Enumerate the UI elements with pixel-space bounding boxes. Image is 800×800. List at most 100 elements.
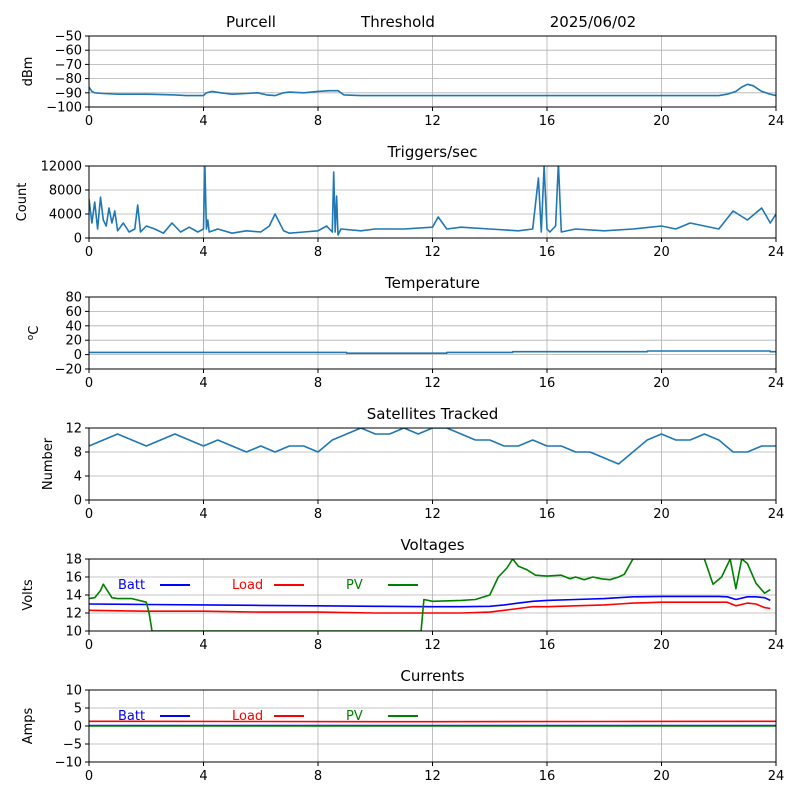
chart-title: Currents (400, 667, 464, 685)
y-tick-label: 12000 (41, 160, 82, 175)
legend-label-pv: PV (346, 709, 363, 724)
x-tick-label: 20 (653, 114, 670, 129)
x-tick-label: 4 (199, 245, 207, 260)
y-tick-label: 10 (65, 625, 82, 640)
x-tick-label: 8 (314, 114, 322, 129)
chart-title: Voltages (400, 536, 464, 554)
x-tick-label: 12 (424, 245, 441, 260)
y-tick-label: −60 (55, 44, 82, 59)
x-tick-label: 12 (424, 638, 441, 653)
series-line-0 (89, 350, 776, 355)
x-tick-label: 8 (314, 376, 322, 391)
x-tick-label: 16 (539, 245, 556, 260)
x-tick-label: 4 (199, 376, 207, 391)
legend-label-load: Load (232, 709, 263, 724)
chart-currents: 0 4 8 12 16 20 24 −10 −5 0 5 10 Currents Amps Batt Load… (21, 667, 784, 784)
x-tick-label: 0 (85, 507, 93, 522)
y-axis-label-degree: o (26, 334, 36, 340)
x-tick-label: 16 (539, 507, 556, 522)
x-tick-label: 4 (199, 507, 207, 522)
y-tick-label: 40 (65, 319, 82, 334)
y-tick-label: −70 (55, 58, 82, 73)
y-tick-label: 8 (74, 446, 82, 461)
y-tick-label: 16 (65, 571, 82, 586)
series-line-load (89, 601, 771, 614)
y-tick-label: 20 (65, 334, 82, 349)
x-tick-label: 16 (539, 114, 556, 129)
x-tick-label: 24 (768, 245, 785, 260)
y-axis-label: dBm (21, 57, 36, 87)
y-tick-label: −5 (63, 738, 82, 753)
x-tick-label: 0 (85, 376, 93, 391)
y-axis-label-unit: C (27, 326, 42, 335)
chart-voltages: 0 4 8 12 16 20 24 10 12 14 16 18 Voltages Volts Batt Lo… (21, 536, 784, 653)
x-tick-label: 24 (768, 507, 785, 522)
y-tick-label: 10 (65, 684, 82, 699)
y-tick-label: 12 (65, 422, 82, 437)
x-tick-label: 12 (424, 114, 441, 129)
y-tick-label: −100 (46, 101, 82, 116)
x-tick-label: 16 (539, 769, 556, 784)
y-axis-label: Volts (21, 579, 36, 611)
x-tick-label: 24 (768, 376, 785, 391)
x-tick-label: 8 (314, 507, 322, 522)
y-tick-label: 14 (65, 589, 82, 604)
y-tick-label: 0 (74, 720, 82, 735)
y-tick-label: 80 (65, 291, 82, 306)
y-tick-label: −10 (55, 756, 82, 771)
x-tick-label: 20 (653, 507, 670, 522)
x-tick-label: 0 (85, 245, 93, 260)
y-tick-label: 60 (65, 305, 82, 320)
x-tick-label: 16 (539, 376, 556, 391)
y-tick-label: 0 (74, 494, 82, 509)
y-axis-label: oC (26, 326, 42, 341)
header-mode: Threshold (360, 13, 435, 31)
legend-label-batt: Batt (118, 578, 145, 593)
x-tick-label: 20 (653, 638, 670, 653)
x-tick-label: 12 (424, 376, 441, 391)
y-tick-label: 12 (65, 607, 82, 622)
y-tick-label: 0 (74, 348, 82, 363)
y-axis-label: Amps (21, 707, 36, 744)
legend-label-pv: PV (346, 578, 363, 593)
x-tick-label: 8 (314, 769, 322, 784)
chart-title: Temperature (384, 274, 480, 292)
x-tick-label: 16 (539, 638, 556, 653)
chart-satellites: 0 4 8 12 16 20 24 0 4 8 12 Satellites Tracked Number (41, 405, 784, 522)
legend-label-load: Load (232, 578, 263, 593)
x-tick-label: 4 (199, 638, 207, 653)
x-tick-label: 0 (85, 638, 93, 653)
x-tick-label: 12 (424, 769, 441, 784)
y-tick-label: 18 (65, 553, 82, 568)
series-line-pv (89, 559, 771, 631)
header-site: Purcell (226, 13, 276, 31)
chart-title: Satellites Tracked (367, 405, 498, 423)
x-tick-label: 24 (768, 114, 785, 129)
y-tick-label: 8000 (49, 184, 82, 199)
chart-signal: 0 4 8 12 16 20 24 −100−90−80−70−60−50 dBm (21, 30, 784, 130)
chart-title: Triggers/sec (387, 143, 478, 161)
y-tick-label: −50 (55, 30, 82, 45)
x-tick-label: 8 (314, 245, 322, 260)
y-tick-label: 5 (74, 702, 82, 717)
x-tick-label: 20 (653, 376, 670, 391)
y-tick-label: −20 (55, 363, 82, 378)
x-tick-label: 4 (199, 769, 207, 784)
y-axis-label: Number (41, 437, 56, 490)
y-tick-label: −90 (55, 86, 82, 101)
x-tick-label: 4 (199, 114, 207, 129)
y-tick-label: 4000 (49, 208, 82, 223)
series-line-batt (89, 595, 771, 608)
y-tick-label: 4 (74, 470, 82, 485)
chart-triggers: 0 4 8 12 16 20 24 0 4000 8000 12000 Triggers/sec Cou… (15, 143, 784, 260)
x-tick-label: 0 (85, 769, 93, 784)
x-tick-label: 24 (768, 769, 785, 784)
y-tick-label: −80 (55, 72, 82, 87)
legend-label-batt: Batt (118, 709, 145, 724)
x-tick-label: 20 (653, 769, 670, 784)
x-tick-label: 24 (768, 638, 785, 653)
